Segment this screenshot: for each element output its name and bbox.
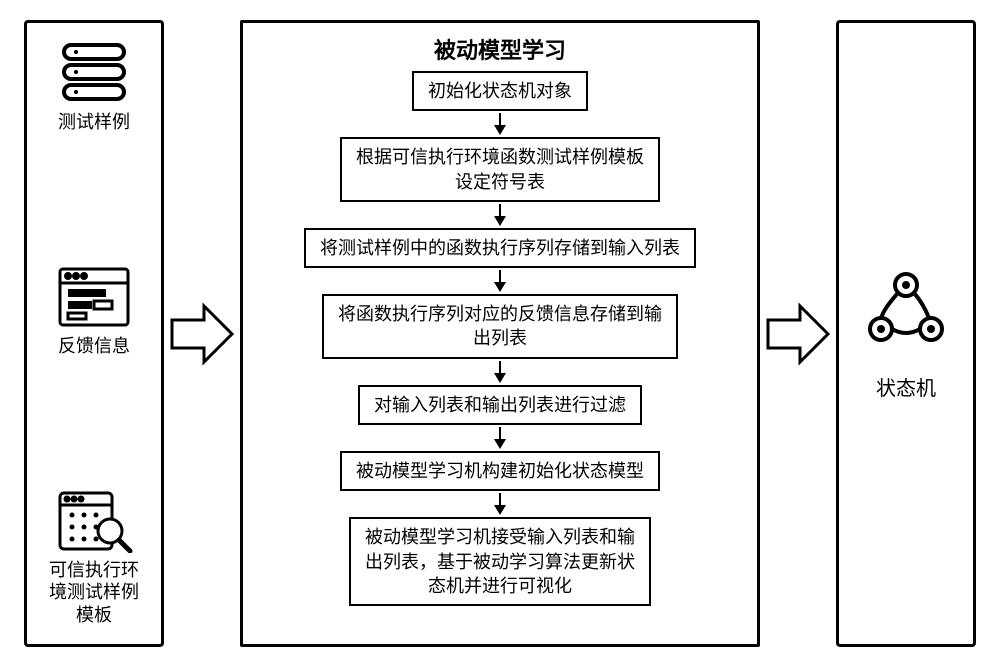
- input-label: 可信执行环 境测试样例 模板: [49, 559, 139, 627]
- output-label: 状态机: [876, 372, 936, 401]
- steps-container: 初始化状态机对象 根据可信执行环境函数测试样例模板 设定符号表 将测试样例中的函…: [267, 71, 733, 606]
- input-label: 反馈信息: [58, 335, 130, 358]
- down-arrow-icon: [490, 204, 510, 226]
- down-arrow-icon: [490, 427, 510, 449]
- step-box: 将函数执行序列对应的反馈信息存储到输 出列表: [322, 294, 678, 359]
- arrow-center-to-right: [764, 20, 832, 647]
- input-test-cases: 测试样例: [54, 41, 134, 134]
- form-icon: [54, 265, 134, 329]
- down-arrow-icon: [490, 361, 510, 383]
- arrow-left-to-center: [168, 20, 236, 647]
- step-box: 根据可信执行环境函数测试样例模板 设定符号表: [340, 137, 660, 202]
- inputs-panel: 测试样例 反馈信息: [24, 20, 164, 647]
- step-box: 对输入列表和输出列表进行过滤: [358, 385, 642, 425]
- step-box: 初始化状态机对象: [412, 71, 588, 111]
- input-template: 可信执行环 境测试样例 模板: [49, 489, 139, 627]
- down-arrow-icon: [490, 493, 510, 515]
- stack-icon: [54, 41, 134, 105]
- step-box: 将测试样例中的函数执行序列存储到输入列表: [304, 228, 696, 268]
- input-feedback: 反馈信息: [54, 265, 134, 358]
- input-label: 测试样例: [58, 111, 130, 134]
- output-panel: 状态机: [836, 20, 976, 647]
- step-box: 被动模型学习机构建初始化状态模型: [340, 451, 660, 491]
- down-arrow-icon: [490, 113, 510, 135]
- process-title: 被动模型学习: [434, 33, 566, 65]
- process-panel: 被动模型学习 初始化状态机对象 根据可信执行环境函数测试样例模板 设定符号表 将…: [240, 20, 760, 647]
- step-box: 被动模型学习机接受输入列表和输 出列表，基于被动学习算法更新状 态机并进行可视化: [349, 517, 651, 606]
- down-arrow-icon: [490, 270, 510, 292]
- template-search-icon: [54, 489, 134, 553]
- state-machine-icon: [861, 267, 951, 362]
